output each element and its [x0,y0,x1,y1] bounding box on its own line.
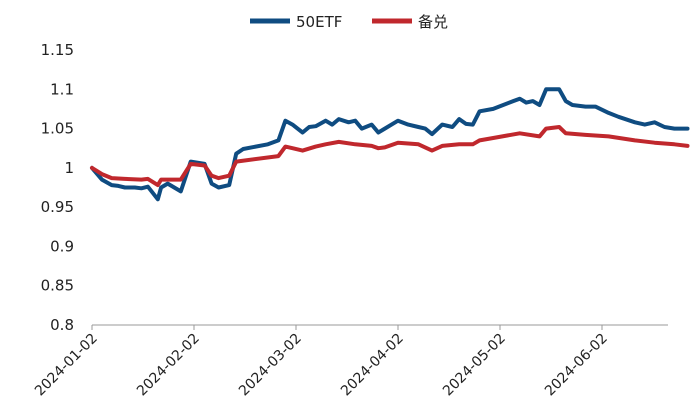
y-axis: 0.8 0.85 0.9 0.95 1 1.05 1.1 1.15 [41,41,74,334]
legend-label-beidui: 备兑 [418,13,448,31]
x-axis: 2024-01-02 2024-02-02 2024-03-02 2024-04-02… [32,324,668,400]
legend-label-50etf: 50ETF [296,13,342,31]
x-tick-label: 2024-06-02 [542,331,611,400]
y-tick-label: 1.05 [41,120,74,138]
legend: 50ETF 备兑 [250,13,448,31]
y-tick-label: 0.8 [50,316,74,334]
y-tick-label: 1.15 [41,41,74,59]
x-tick-label: 2024-02-02 [134,331,203,400]
series-layer [90,87,690,202]
x-tick-label: 2024-05-02 [440,331,509,400]
y-tick-label: 1.1 [50,80,74,98]
x-tick-label: 2024-01-02 [32,331,101,400]
y-tick-label: 0.95 [41,198,74,216]
x-tick-label: 2024-04-02 [338,331,407,400]
x-tick-label: 2024-03-02 [236,331,305,400]
y-tick-label: 0.9 [50,237,74,255]
y-tick-label: 0.85 [41,277,74,295]
series-line-beidui [90,125,690,188]
y-tick-label: 1 [64,159,74,177]
series-line-50etf [90,87,690,202]
